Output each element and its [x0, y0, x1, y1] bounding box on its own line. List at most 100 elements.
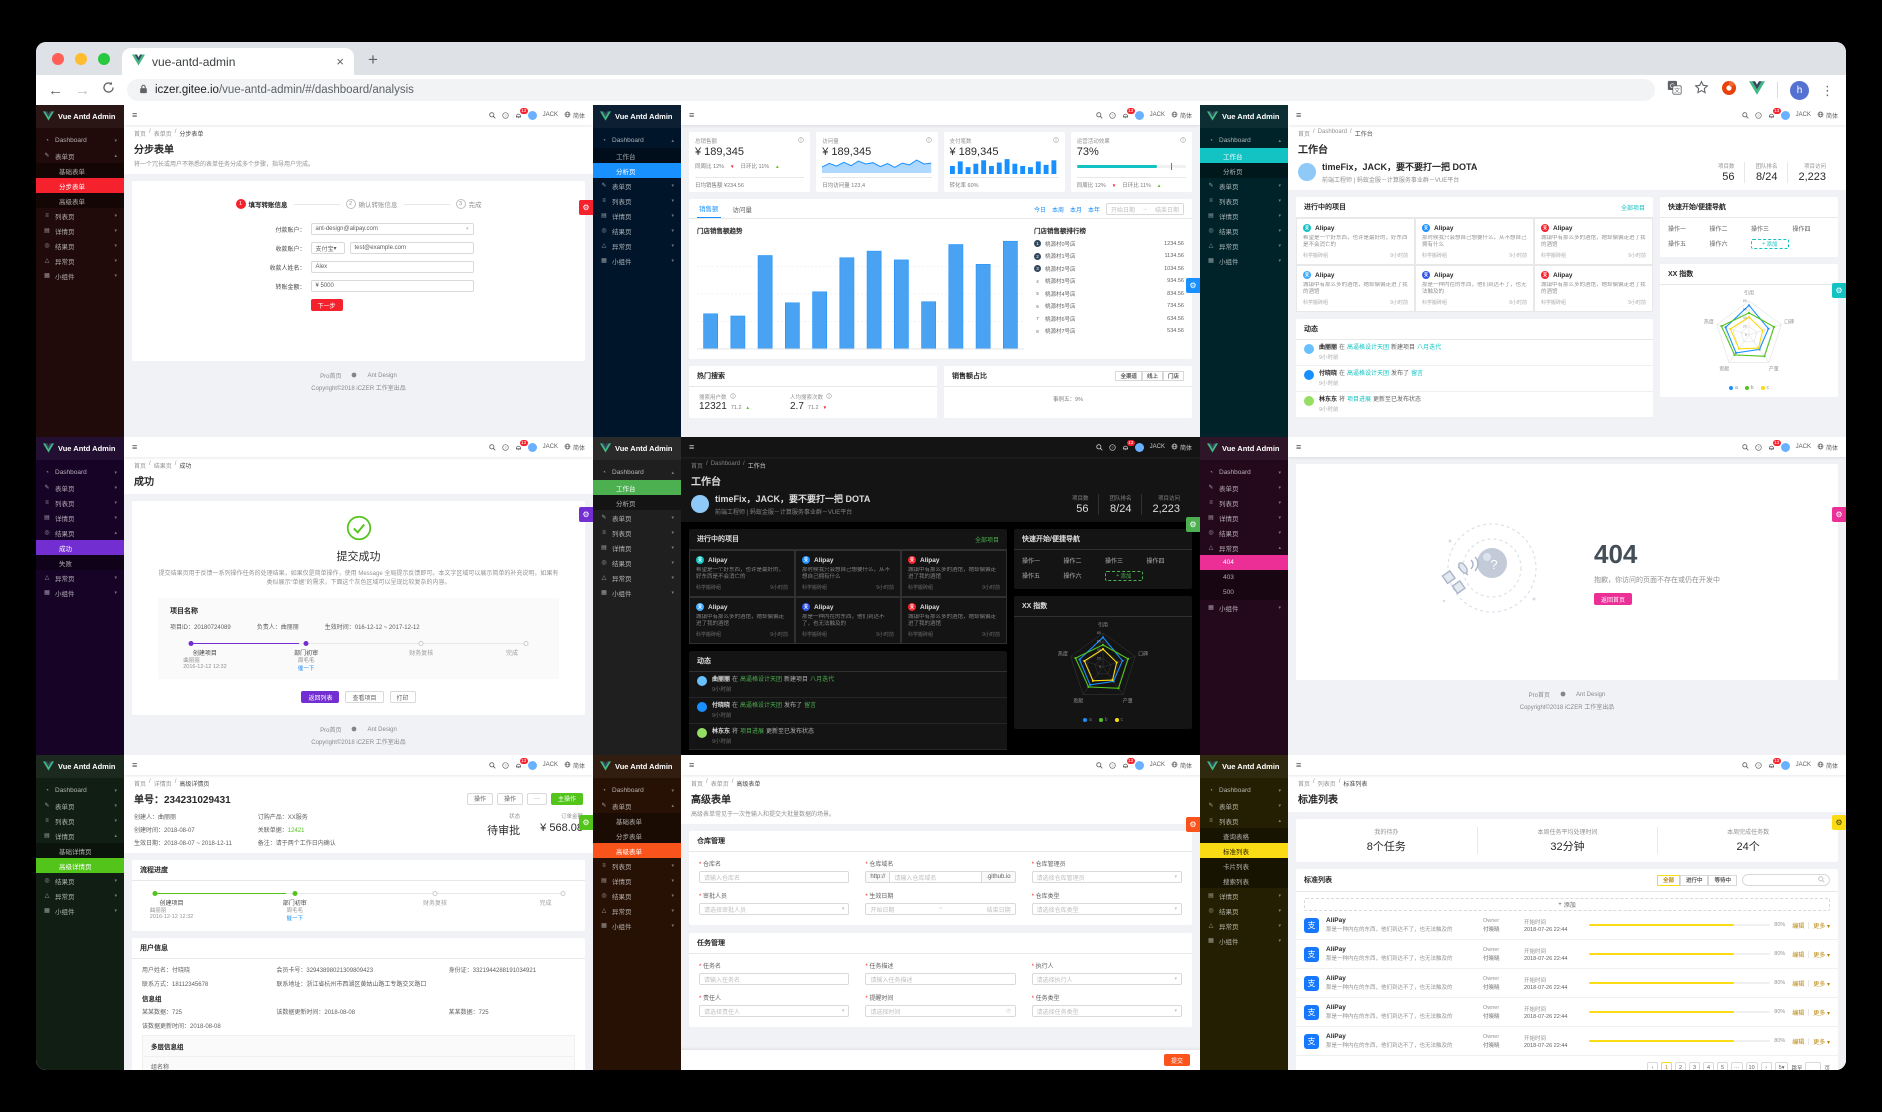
breadcrumb-item[interactable]: 首页 — [1298, 782, 1311, 788]
sidebar-item[interactable]: ◎ 结果页 ▾ — [36, 873, 124, 888]
sidebar-item[interactable]: ≡ 列表页 ▾ — [36, 495, 124, 510]
reload-icon[interactable] — [102, 81, 115, 99]
chart-tab[interactable]: 访问量 — [732, 206, 753, 214]
profile-avatar[interactable]: h — [1790, 80, 1809, 100]
search-icon[interactable] — [1095, 761, 1103, 769]
page-number-button[interactable]: 5 — [1717, 1062, 1729, 1070]
sidebar-subitem[interactable]: 基础表单 — [593, 813, 681, 828]
next-step-button[interactable]: 下一步 — [310, 299, 343, 311]
page-number-button[interactable]: 2 — [1675, 1062, 1687, 1070]
theme-settings-button[interactable]: ⚙ — [579, 507, 593, 522]
feed-target2-link[interactable]: 留言 — [1411, 371, 1424, 377]
collapse-sider-icon[interactable]: ≡ — [689, 442, 695, 452]
project-group[interactable]: 科学搬砖组 — [1541, 300, 1567, 306]
sidebar-item[interactable]: ≡ 列表页 ▾ — [36, 208, 124, 223]
sidebar-subitem[interactable]: 高级详情页 — [36, 858, 124, 873]
breadcrumb-item[interactable]: 详情页 — [153, 782, 172, 788]
more-link[interactable]: 更多 ▾ — [1813, 952, 1830, 959]
sidebar-subitem[interactable]: 分析页 — [593, 495, 681, 510]
vue-devtools-icon[interactable] — [1749, 80, 1765, 100]
sidebar-item[interactable]: ◎ 结果页 ▾ — [1200, 525, 1288, 540]
sidebar-item[interactable]: ≡ 列表页 ▾ — [1200, 495, 1288, 510]
bookmark-star-icon[interactable] — [1694, 80, 1709, 100]
prev-page-button[interactable]: ‹ — [1647, 1062, 1659, 1070]
quick-range-link[interactable]: 今日 — [1033, 207, 1046, 214]
search-icon[interactable] — [1741, 111, 1749, 119]
user-avatar[interactable] — [1780, 442, 1790, 452]
language-switch[interactable]: 简体 — [1171, 443, 1192, 452]
project-group[interactable]: 科学搬砖组 — [908, 585, 934, 591]
channel-filter-button[interactable]: 线上 — [1141, 371, 1163, 381]
help-icon[interactable]: ? — [1108, 761, 1116, 769]
language-switch[interactable]: 简体 — [1171, 111, 1192, 120]
language-switch[interactable]: 简体 — [564, 111, 585, 120]
sidebar-subitem[interactable]: 工作台 — [593, 480, 681, 495]
zoom-window-button[interactable] — [98, 53, 110, 65]
sidebar-item[interactable]: ▤ 详情页 ▾ — [593, 208, 681, 223]
secondary-action-button[interactable]: 操作 — [496, 792, 523, 805]
footer-link-pro[interactable]: Pro首页 — [320, 728, 342, 734]
search-icon[interactable] — [488, 761, 496, 769]
edit-link[interactable]: 编辑 — [1792, 1039, 1805, 1046]
project-tile[interactable]: 支 Alipay 那时候我只会想自己想要什么，从不想自己拥有什么 科学搬砖组 9小时前 — [1415, 218, 1534, 265]
user-name[interactable]: JACK — [542, 112, 558, 118]
forward-icon[interactable]: → — [75, 81, 90, 99]
legend-item[interactable]: a — [1728, 385, 1738, 391]
page-number-button[interactable]: 1 — [1661, 1062, 1673, 1070]
quicknav-op-link[interactable]: 操作二 — [1709, 227, 1728, 233]
sidebar-item[interactable]: △ 异常页 ▾ — [593, 570, 681, 585]
sidebar-subitem[interactable]: 工作台 — [593, 148, 681, 163]
sidebar-item[interactable]: ≡ 列表页 ▾ — [593, 193, 681, 208]
secondary-action-button[interactable]: ··· — [526, 792, 547, 805]
screenshot-panel-adv-form[interactable]: Vue Antd Admin ◔ Dashboard ▾ ✎ 表单页 ▴ 基础表单 分步表单 高级… — [593, 755, 1200, 1070]
sidebar-subitem[interactable]: 分步表单 — [593, 828, 681, 843]
user-name[interactable]: JACK — [542, 762, 558, 768]
collapse-sider-icon[interactable]: ≡ — [689, 110, 695, 120]
quick-range-link[interactable]: 本周 — [1051, 207, 1064, 214]
sidebar-item[interactable]: ▤ 详情页 ▾ — [1200, 888, 1288, 903]
language-switch[interactable]: 简体 — [1817, 111, 1838, 120]
owner-name[interactable]: 付晓晓 — [1483, 984, 1500, 991]
project-group[interactable]: 科学搬砖组 — [696, 585, 722, 591]
sidebar-subitem[interactable]: 失败 — [36, 555, 124, 570]
all-projects-link[interactable]: 全部项目 — [1620, 205, 1645, 212]
sidebar-item[interactable]: ✎ 表单页 ▾ — [593, 510, 681, 525]
project-group[interactable]: 科学搬砖组 — [1541, 253, 1567, 259]
primary-action-button[interactable]: 主操作 — [550, 792, 583, 805]
quicknav-op-link[interactable]: 操作四 — [1792, 227, 1811, 233]
screenshot-panel-std-list[interactable]: Vue Antd Admin ◔ Dashboard ▾ ✎ 表单页 ▾ ≡ 列表页 ▴ 查询表格标… — [1200, 755, 1846, 1070]
sidebar-item[interactable]: △ 异常页 ▾ — [36, 888, 124, 903]
next-page-button[interactable]: › — [1760, 1062, 1772, 1070]
search-icon[interactable] — [488, 111, 496, 119]
project-tile[interactable]: 支 Alipay 那是一种内在的东西，他们到达不了，也无法触及的 科学搬砖组 9小时前 — [1415, 265, 1534, 312]
sidebar-item[interactable]: ◎ 结果页 ▾ — [593, 555, 681, 570]
project-tile[interactable]: 支 Alipay 城镇中有那么多的酒馆，她却偏偏走进了我的酒馆 科学搬砖组 9小时前 — [901, 550, 1007, 597]
sidebar-item[interactable]: ▦ 小组件 ▾ — [36, 903, 124, 918]
help-icon[interactable]: ? — [1754, 761, 1762, 769]
notification-bell-icon[interactable]: 13 — [515, 107, 528, 119]
sidebar-item[interactable]: ≡ 列表页 ▾ — [593, 858, 681, 873]
user-avatar[interactable] — [1780, 110, 1790, 120]
field-input[interactable]: 请输入仓库名 — [699, 871, 850, 883]
sidebar-item[interactable]: △ 异常页 ▾ — [593, 238, 681, 253]
project-tile[interactable]: 支 Alipay 城镇中有那么多的酒馆，她却偏偏走进了我的酒馆 科学搬砖组 9小时前 — [689, 597, 795, 644]
more-link[interactable]: 更多 ▾ — [1813, 1010, 1830, 1017]
sidebar-subitem[interactable]: 标准列表 — [1200, 843, 1288, 858]
breadcrumb-item[interactable]: Dashboard — [1317, 129, 1348, 135]
legend-item[interactable]: c — [1114, 717, 1123, 723]
breadcrumb-item[interactable]: 表单页 — [153, 132, 172, 138]
feed-target2-link[interactable]: 八月迭代 — [1417, 345, 1442, 351]
quicknav-op-link[interactable]: 操作六 — [1063, 574, 1082, 580]
page-number-button[interactable]: 4 — [1703, 1062, 1715, 1070]
secondary-action-button[interactable]: 操作 — [466, 792, 493, 805]
collapse-sider-icon[interactable]: ≡ — [1296, 760, 1302, 770]
theme-settings-button[interactable]: ⚙ — [579, 200, 593, 215]
sidebar-subitem[interactable]: 工作台 — [1200, 148, 1288, 163]
legend-item[interactable]: b — [1744, 385, 1754, 391]
sidebar-item[interactable]: ✎ 表单页 ▾ — [36, 798, 124, 813]
sidebar-item[interactable]: ◔ Dashboard ▾ — [1200, 465, 1288, 480]
item-title[interactable]: AliPay — [1326, 1033, 1346, 1040]
footer-link-antd[interactable]: Ant Design — [367, 726, 397, 733]
sidebar-item[interactable]: ▦ 小组件 ▾ — [593, 585, 681, 600]
